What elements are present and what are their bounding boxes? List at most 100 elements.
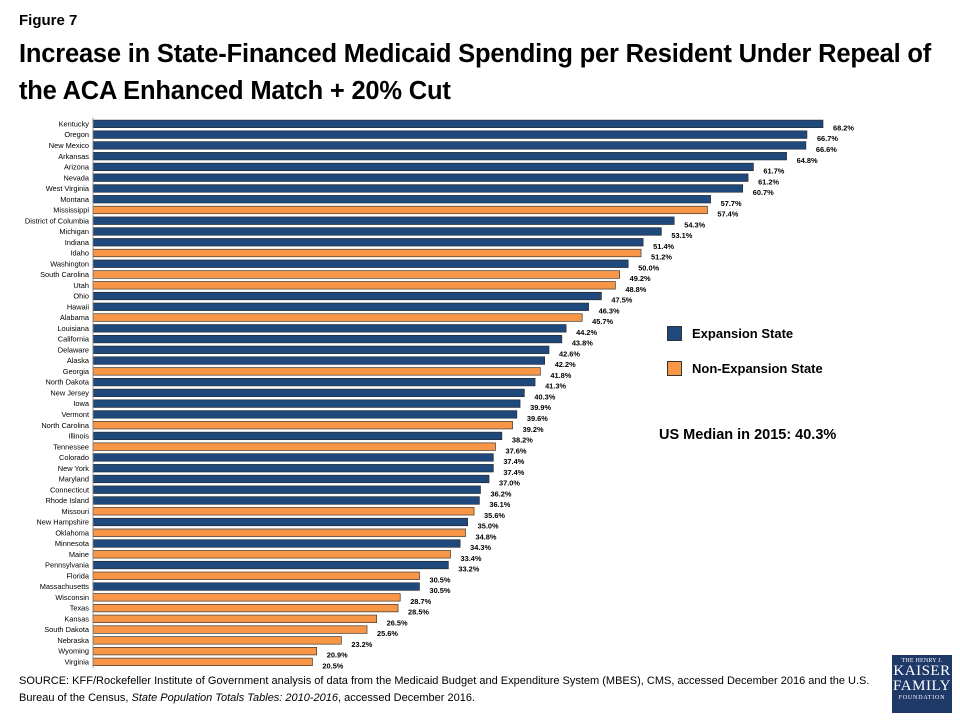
bar xyxy=(92,238,644,247)
value-label: 42.6% xyxy=(559,349,580,358)
source-italic: State Population Totals Tables: 2010-201… xyxy=(131,692,339,704)
category-label: Minnesota xyxy=(55,539,90,548)
figure-label: Figure 7 xyxy=(19,12,78,29)
value-label: 39.9% xyxy=(530,403,551,412)
kff-logo: THE HENRY J. KAISER FAMILY FOUNDATION xyxy=(892,655,952,713)
bar xyxy=(92,313,583,322)
bar xyxy=(92,550,451,559)
category-label: Massachusetts xyxy=(40,582,90,591)
value-label: 30.5% xyxy=(429,575,450,584)
bar xyxy=(92,291,602,301)
category-label: Alabama xyxy=(60,313,90,322)
bar xyxy=(92,227,662,236)
value-label: 26.5% xyxy=(387,618,408,627)
bar xyxy=(92,657,313,666)
bar xyxy=(92,539,461,548)
bar xyxy=(92,636,342,645)
category-label: Oklahoma xyxy=(55,528,90,537)
bar xyxy=(92,302,589,311)
value-label: 34.8% xyxy=(475,532,496,541)
value-label: 41.3% xyxy=(545,382,566,391)
bar xyxy=(92,334,563,344)
value-label: 68.2% xyxy=(833,123,854,132)
category-label: Ohio xyxy=(73,292,89,301)
category-label: Arizona xyxy=(64,163,90,172)
bar-chart: Kentucky 68.2% Oregon 66.7% New Mexico 66.6% A… xyxy=(25,117,854,670)
bar xyxy=(92,248,642,258)
category-label: California xyxy=(58,335,90,344)
bar xyxy=(92,324,567,333)
category-label: Florida xyxy=(66,571,89,580)
category-label: Montana xyxy=(60,195,90,204)
value-label: 39.6% xyxy=(527,414,548,423)
value-label: 53.1% xyxy=(671,231,692,240)
category-label: Vermont xyxy=(61,410,89,419)
category-label: Alaska xyxy=(67,356,90,365)
category-label: Louisiana xyxy=(57,324,90,333)
category-label: Illinois xyxy=(68,432,89,441)
source-suffix: , accessed December 2016. xyxy=(338,692,475,704)
value-label: 47.5% xyxy=(611,296,632,305)
value-label: 66.7% xyxy=(817,134,838,143)
category-label: Connecticut xyxy=(50,485,89,494)
value-label: 28.7% xyxy=(410,597,431,606)
category-label: Virginia xyxy=(64,657,89,666)
legend-swatch-expansion xyxy=(667,326,682,341)
value-label: 37.4% xyxy=(503,457,524,466)
category-label: Pennsylvania xyxy=(45,561,90,570)
chart-title: Increase in State-Financed Medicaid Spen… xyxy=(19,40,932,105)
bar xyxy=(92,152,787,161)
category-label: Nevada xyxy=(64,173,90,182)
bar xyxy=(92,173,749,182)
value-label: 61.7% xyxy=(763,167,784,176)
bar xyxy=(92,162,754,172)
value-label: 45.7% xyxy=(592,317,613,326)
value-label: 57.4% xyxy=(717,210,738,219)
category-label: Hawaii xyxy=(67,302,90,311)
value-label: 38.2% xyxy=(512,436,533,445)
category-label: North Carolina xyxy=(41,421,90,430)
value-label: 20.5% xyxy=(322,661,343,670)
category-label: Arkansas xyxy=(58,152,89,161)
value-label: 54.3% xyxy=(684,220,705,229)
category-label: New York xyxy=(58,464,90,473)
value-label: 33.4% xyxy=(461,554,482,563)
bar xyxy=(92,259,629,268)
category-label: Maryland xyxy=(59,475,89,484)
source-note: SOURCE: KFF/Rockefeller Institute of Gov… xyxy=(19,673,879,707)
value-label: 51.2% xyxy=(651,253,672,262)
category-label: South Carolina xyxy=(40,270,90,279)
bar xyxy=(92,507,475,516)
legend-swatch-non-expansion xyxy=(667,361,682,376)
bar xyxy=(92,485,481,494)
category-label: Texas xyxy=(70,604,90,613)
bar xyxy=(92,571,420,580)
value-label: 42.2% xyxy=(555,360,576,369)
bar xyxy=(92,345,550,354)
bar xyxy=(92,593,401,602)
bar xyxy=(92,195,711,204)
value-label: 51.4% xyxy=(653,242,674,251)
value-label: 39.2% xyxy=(523,425,544,434)
category-label: Maine xyxy=(69,550,89,559)
value-label: 60.7% xyxy=(753,188,774,197)
bar xyxy=(92,130,808,139)
bar xyxy=(92,388,525,397)
bar xyxy=(92,496,480,505)
value-label: 36.2% xyxy=(490,489,511,498)
bar xyxy=(92,431,503,441)
category-label: Delaware xyxy=(58,345,89,354)
value-label: 64.8% xyxy=(797,156,818,165)
bar xyxy=(92,614,377,623)
value-label: 35.6% xyxy=(484,511,505,520)
bar xyxy=(92,517,468,527)
value-label: 37.0% xyxy=(499,479,520,488)
category-label: Oregon xyxy=(64,130,89,139)
median-note: US Median in 2015: 40.3% xyxy=(659,427,837,443)
value-label: 50.0% xyxy=(638,263,659,272)
value-label: 57.7% xyxy=(721,199,742,208)
category-label: Michigan xyxy=(59,227,89,236)
value-label: 48.8% xyxy=(625,285,646,294)
category-label: Iowa xyxy=(73,399,90,408)
bar xyxy=(92,560,449,570)
